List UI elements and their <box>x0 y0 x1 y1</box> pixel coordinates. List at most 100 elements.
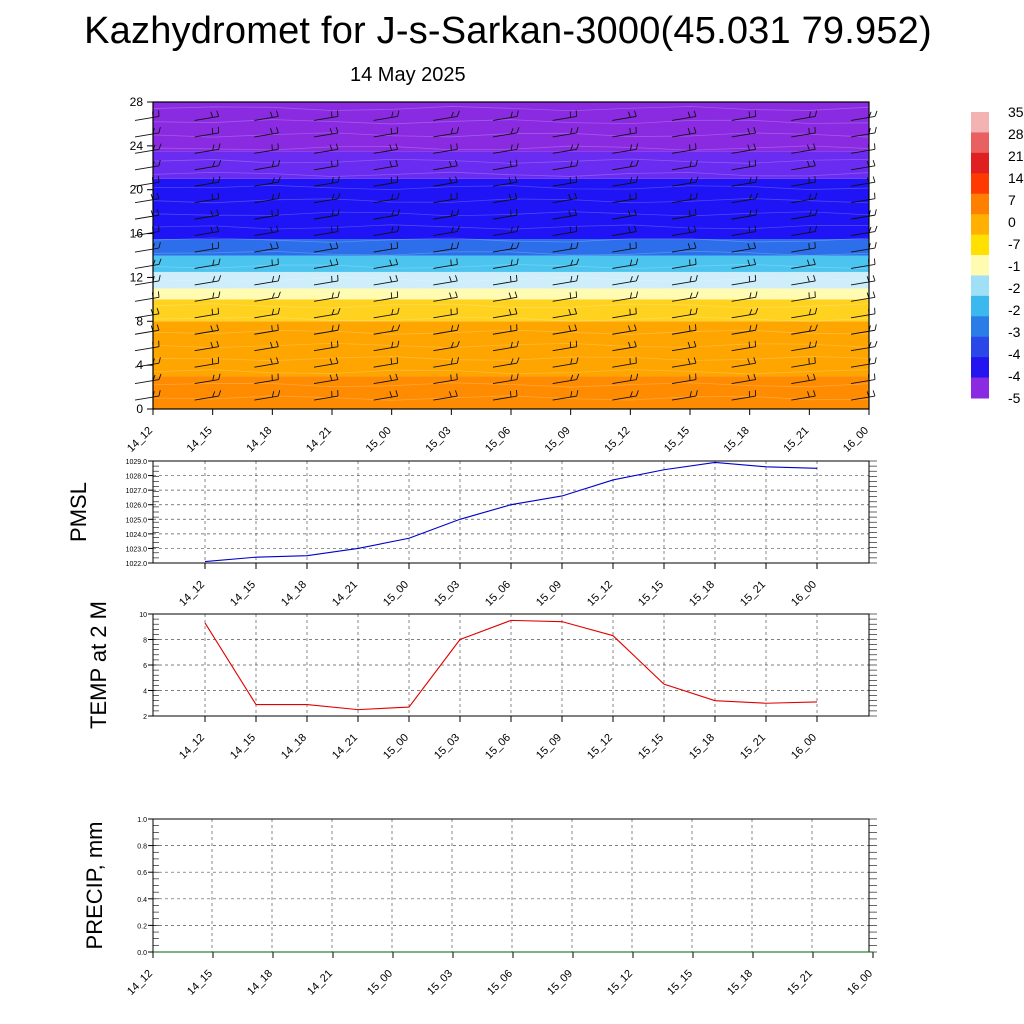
wind-barb <box>671 324 697 335</box>
ytick-label: 0.0 <box>137 950 147 957</box>
wind-barb <box>373 110 400 121</box>
xtick-label: 15_15 <box>636 579 666 609</box>
wind-barb <box>373 176 399 187</box>
xtick-label: 14_12 <box>177 579 207 609</box>
wind-barb <box>671 225 697 237</box>
wind-barb <box>612 340 637 352</box>
wind-barb <box>671 390 698 401</box>
xtick-label: 14_18 <box>279 732 309 762</box>
wind-barb <box>194 340 220 352</box>
profile-layer <box>153 288 869 300</box>
profile-layer <box>153 239 869 256</box>
wind-barb <box>731 110 757 121</box>
wind-barb <box>492 373 519 385</box>
wind-barb <box>313 357 339 368</box>
wind-barb <box>671 127 697 138</box>
xtick-label: 15_12 <box>605 968 635 998</box>
wind-barb <box>313 159 339 171</box>
ytick-label: 0.6 <box>137 870 147 877</box>
wind-barb <box>433 373 458 385</box>
ytick-label: 6 <box>143 663 147 670</box>
wind-barb <box>671 373 697 385</box>
wind-barb <box>194 307 220 319</box>
wind-barb <box>433 110 460 121</box>
ytick-label: 0.8 <box>137 844 147 851</box>
wind-barb <box>194 159 222 171</box>
wind-barb <box>254 110 279 121</box>
wind-barb <box>194 176 221 187</box>
wind-barb <box>433 242 460 253</box>
wind-barb <box>791 192 818 204</box>
wind-barb <box>612 126 637 138</box>
wind-barb <box>731 357 757 368</box>
wind-barb <box>254 176 281 187</box>
wind-barb <box>194 373 221 385</box>
wind-barb <box>612 258 639 269</box>
wind-barb <box>731 324 758 335</box>
profile-layer <box>153 102 869 152</box>
wind-barb <box>552 324 578 335</box>
wind-barb <box>731 258 757 269</box>
wind-barb <box>671 159 698 171</box>
xtick-label: 15_09 <box>534 732 564 762</box>
colorbar-label: -4 <box>1008 368 1021 384</box>
colorbar-label: -4 <box>1008 346 1021 362</box>
wind-barb <box>671 258 697 269</box>
wind-barb <box>373 357 399 368</box>
colorbar-label: 7 <box>1008 192 1016 208</box>
wind-barb <box>612 143 639 154</box>
wind-barb <box>194 242 220 253</box>
profile-xtick-label: 15_00 <box>364 425 394 455</box>
wind-barb <box>492 127 520 138</box>
ytick-label: 8 <box>143 638 147 645</box>
ytick-label: 1.0 <box>137 817 147 824</box>
profile-xtick-label: 15_06 <box>483 425 513 455</box>
temp2m: 2 4 6 8 10 14_12 14_15 14_18 14_21 15_00 15_03 15_0… <box>86 601 877 762</box>
wind-barb <box>254 209 279 220</box>
contour-line <box>152 316 870 322</box>
wind-barb <box>373 209 401 220</box>
wind-barb <box>612 242 637 253</box>
profile-ytick-label: 12 <box>130 270 144 284</box>
wind-barb <box>731 143 757 154</box>
colorbar-label: 28 <box>1008 126 1024 142</box>
ytick-label: 1025.0 <box>126 517 148 524</box>
wind-barb <box>254 307 280 319</box>
wind-barb <box>433 324 460 335</box>
wind-barb <box>671 274 698 286</box>
profile-xtick-label: 14_18 <box>244 425 274 455</box>
wind-barb <box>731 390 757 401</box>
wind-barb <box>492 357 520 368</box>
wind-barb <box>433 143 458 154</box>
ytick-label: 1024.0 <box>126 532 148 539</box>
wind-barb <box>433 126 460 138</box>
profile-xtick-label: 14_21 <box>304 425 334 455</box>
xtick-label: 16_00 <box>845 968 875 998</box>
colorbar-swatch <box>971 173 989 195</box>
wind-barb <box>433 225 460 237</box>
xtick-label: 15_03 <box>432 579 462 609</box>
wind-barb <box>194 192 220 204</box>
profile-ytick-label: 20 <box>130 183 144 197</box>
wind-barb <box>731 225 757 237</box>
wind-barb <box>552 110 578 121</box>
xtick-label: 15_18 <box>687 732 717 762</box>
xtick-label: 14_21 <box>330 579 360 609</box>
wind-barb <box>791 258 816 269</box>
wind-barb <box>731 176 758 187</box>
colorbar-swatch <box>971 316 989 338</box>
wind-barb <box>254 192 281 204</box>
wind-barb <box>791 275 816 286</box>
wind-barb <box>254 127 279 138</box>
wind-barb <box>254 242 279 253</box>
wind-barb <box>552 176 578 187</box>
wind-barb <box>194 258 221 269</box>
colorbar-swatch <box>971 234 989 256</box>
wind-barb <box>433 357 459 368</box>
wind-barb <box>194 126 220 138</box>
wind-barb <box>552 159 579 171</box>
wind-barb <box>194 390 222 401</box>
wind-barb <box>791 159 816 171</box>
wind-barb <box>313 242 339 253</box>
ytick-label: 1023.0 <box>126 546 148 553</box>
